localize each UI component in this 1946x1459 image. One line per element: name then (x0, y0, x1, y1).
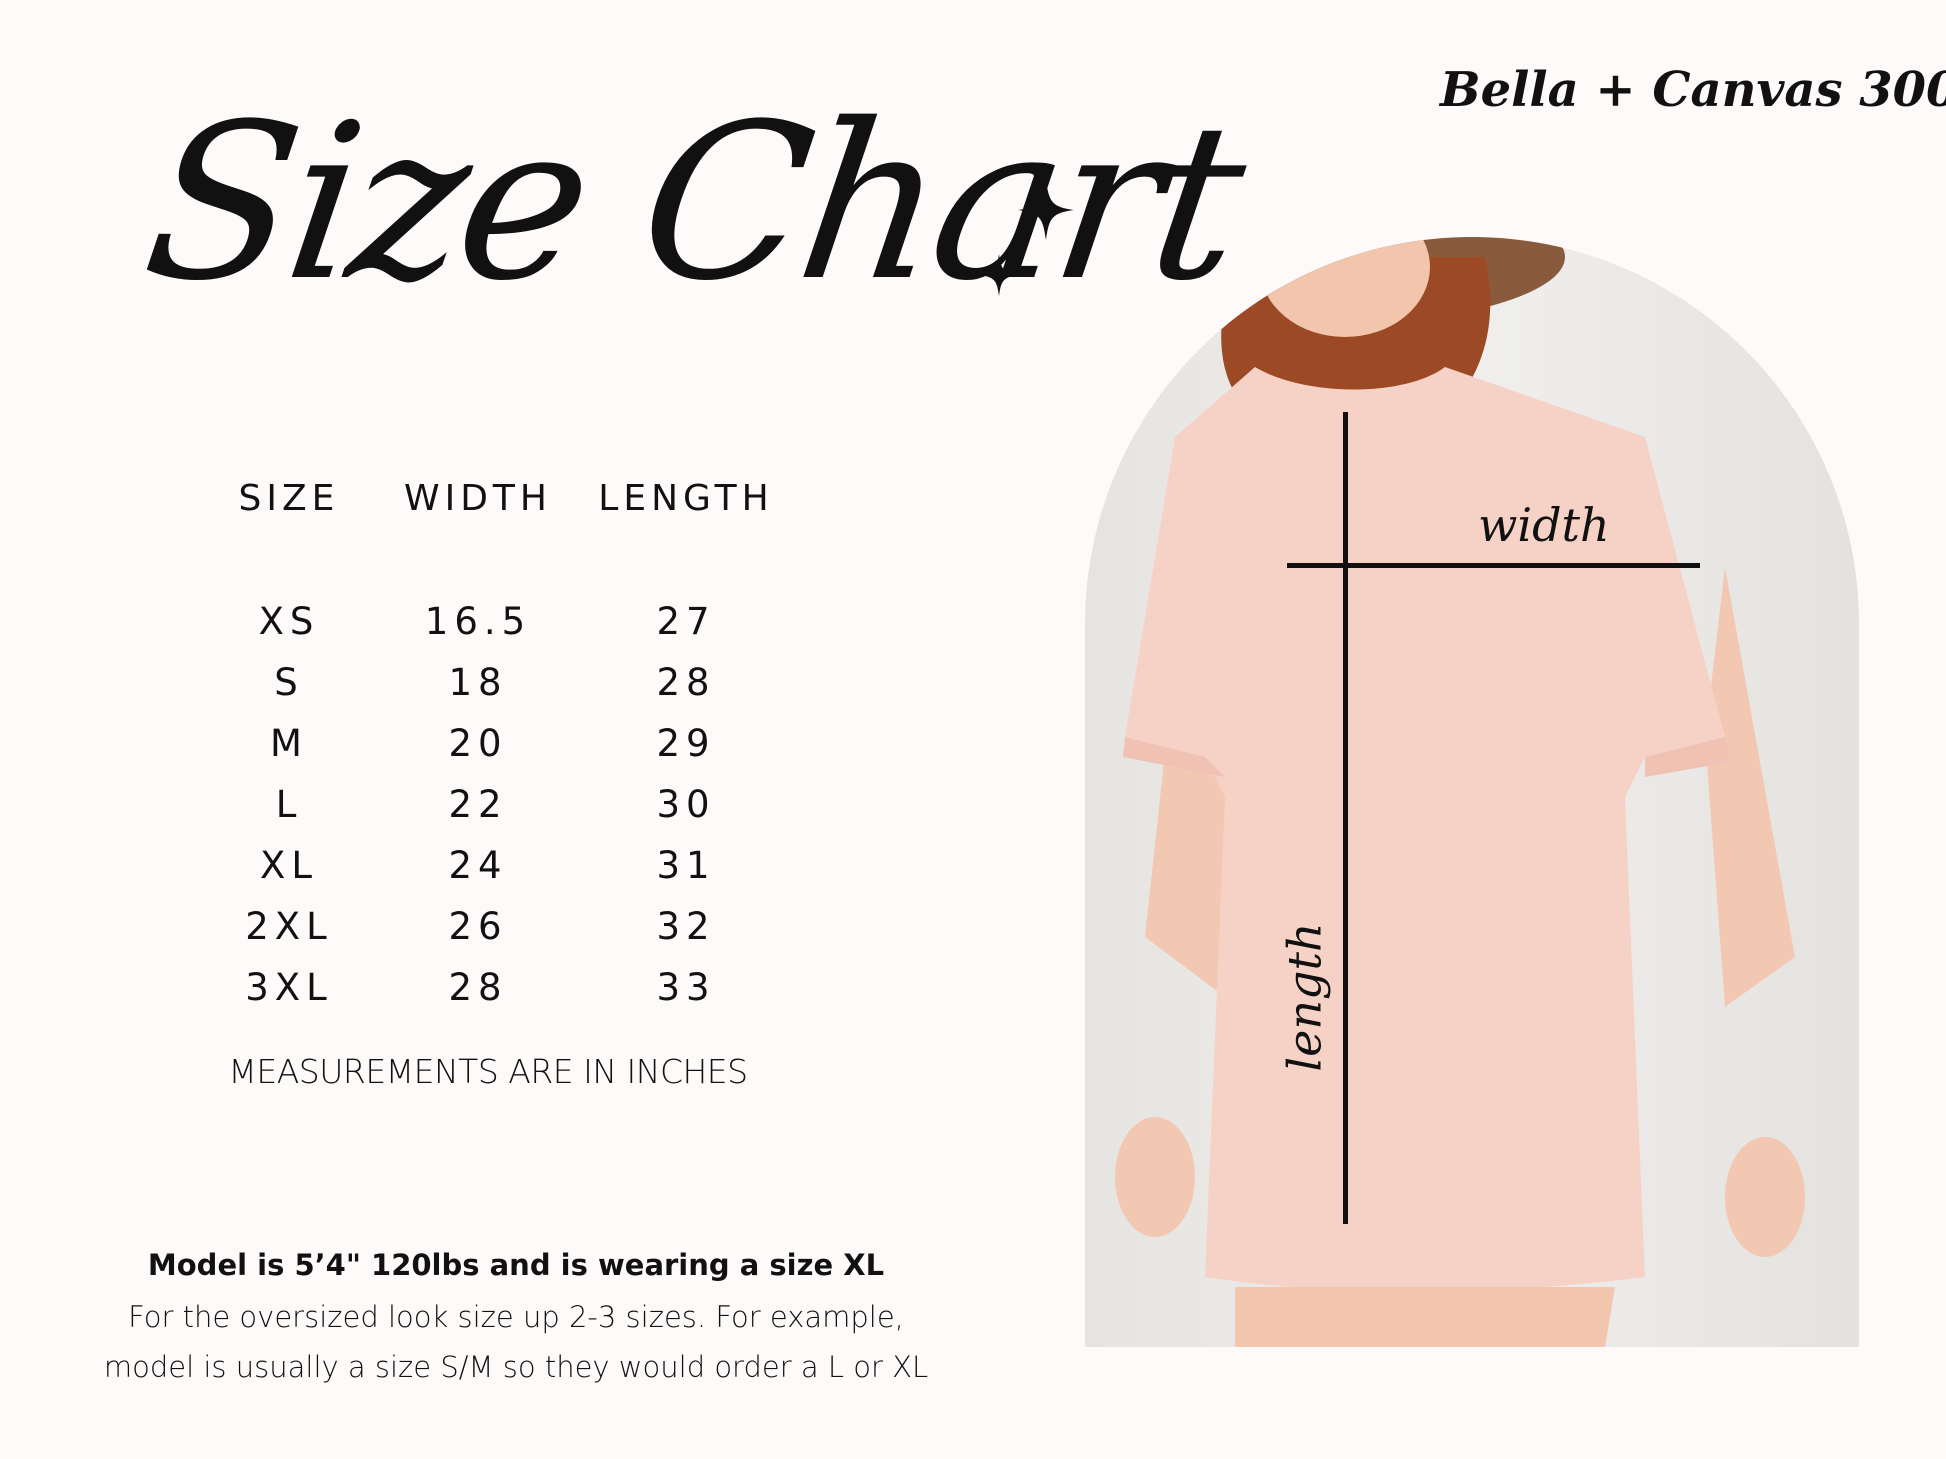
header-length: LENGTH (598, 478, 774, 519)
width-cell: 26 (448, 905, 508, 948)
width-measure-line (1287, 563, 1700, 568)
header-size: SIZE (238, 478, 340, 519)
width-label: width (1478, 498, 1610, 552)
width-cell: 16.5 (424, 600, 532, 643)
model-illustration (1085, 237, 1805, 1347)
model-photo (1085, 237, 1859, 1347)
size-cell: 3XL (245, 966, 333, 1009)
width-cell: 28 (448, 966, 508, 1009)
width-cell: 24 (448, 844, 508, 887)
size-cell: 2XL (245, 905, 333, 948)
length-measure-line (1343, 412, 1348, 1224)
width-cell: 20 (448, 722, 508, 765)
length-cell: 29 (656, 722, 716, 765)
model-info-headline: Model is 5’4" 120lbs and is wearing a si… (147, 1248, 885, 1282)
model-info-line1: For the oversized look size up 2-3 sizes… (128, 1300, 904, 1334)
size-cell: XS (258, 600, 320, 643)
length-cell: 30 (656, 783, 716, 826)
header-width: WIDTH (404, 478, 552, 519)
size-cell: L (275, 783, 303, 826)
sparkle-icon (1018, 180, 1074, 240)
length-cell: 28 (656, 661, 716, 704)
measurement-note: MEASUREMENTS ARE IN INCHES (228, 1052, 748, 1091)
page-title: Size Chart (132, 77, 1253, 328)
length-label: length (1277, 922, 1332, 1072)
size-cell: S (274, 661, 304, 704)
model-info-line2: model is usually a size S/M so they woul… (103, 1350, 929, 1384)
size-cell: M (270, 722, 308, 765)
length-cell: 33 (656, 966, 716, 1009)
length-cell: 32 (656, 905, 716, 948)
length-cell: 31 (656, 844, 716, 887)
width-cell: 18 (448, 661, 508, 704)
size-cell: XL (260, 844, 318, 887)
brand-label: Bella + Canvas 3001 (1440, 62, 1946, 118)
width-cell: 22 (448, 783, 508, 826)
sparkle-icon-small (979, 254, 1019, 296)
length-cell: 27 (656, 600, 716, 643)
